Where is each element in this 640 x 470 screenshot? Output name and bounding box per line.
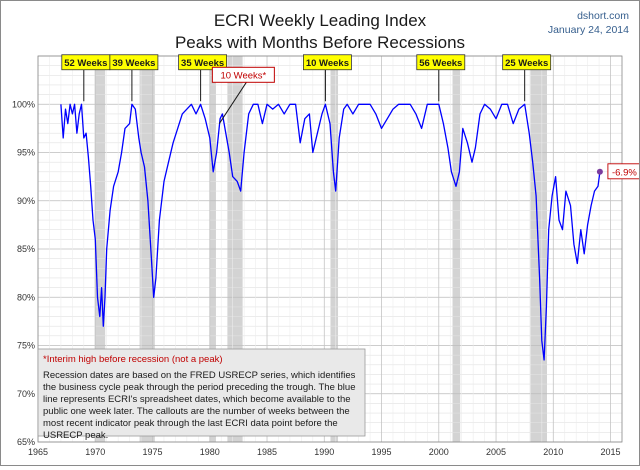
- y-tick-label: 90%: [17, 196, 35, 206]
- callout-label: 35 Weeks: [181, 58, 224, 69]
- note-title: *Interim high before recession (not a pe…: [43, 354, 223, 365]
- y-tick-label: 85%: [17, 244, 35, 254]
- y-tick-label: 70%: [17, 389, 35, 399]
- callout-box: [502, 54, 552, 71]
- endpoint-label: -6.9%: [612, 167, 637, 178]
- callout-box: [211, 66, 275, 83]
- y-tick-label: 65%: [17, 437, 35, 447]
- source-label: dshort.com: [577, 10, 629, 22]
- y-tick-label: 80%: [17, 292, 35, 302]
- callout-box: [109, 54, 159, 71]
- chart-subtitle: Peaks with Months Before Recessions: [175, 33, 465, 52]
- x-tick-label: 1995: [372, 447, 392, 457]
- endpoint-marker: [596, 168, 603, 175]
- callout-box: [178, 54, 228, 71]
- x-tick-label: 1980: [200, 447, 220, 457]
- y-tick-label: 95%: [17, 148, 35, 158]
- x-tick-label: 2000: [429, 447, 449, 457]
- callout-label: 10 Weeks*: [220, 70, 266, 81]
- date-label: January 24, 2014: [548, 24, 629, 36]
- x-tick-label: 1965: [28, 447, 48, 457]
- x-tick-label: 1985: [257, 447, 277, 457]
- callout-box: [416, 54, 466, 71]
- x-tick-label: 2010: [543, 447, 563, 457]
- chart-title: ECRI Weekly Leading Index: [214, 11, 427, 30]
- note-box: *Interim high before recession (not a pe…: [37, 348, 366, 441]
- y-tick-label: 100%: [12, 99, 35, 109]
- series-line-ecri-wli: [60, 103, 601, 361]
- note-body: Recession dates are based on the FRED US…: [43, 370, 356, 441]
- x-tick-label: 2005: [486, 447, 506, 457]
- callout-label: 25 Weeks: [505, 58, 548, 69]
- callout-label: 52 Weeks: [64, 58, 107, 69]
- x-tick-label: 1990: [314, 447, 334, 457]
- x-tick-label: 2015: [601, 447, 621, 457]
- callout-box: [303, 54, 352, 71]
- callout-label: 39 Weeks: [112, 58, 155, 69]
- x-tick-label: 1970: [85, 447, 105, 457]
- endpoint-label-box: [607, 163, 640, 180]
- y-tick-label: 75%: [17, 341, 35, 351]
- x-tick-label: 1975: [142, 447, 162, 457]
- callout-label: 10 Weeks: [306, 58, 349, 69]
- callout-connector: [218, 82, 247, 124]
- callout-label: 56 Weeks: [419, 58, 462, 69]
